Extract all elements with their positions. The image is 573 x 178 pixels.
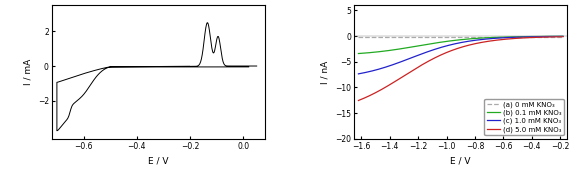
X-axis label: E / V: E / V bbox=[148, 156, 168, 165]
(c) 1.0 mM KNO₃ bbox=[407, 57, 414, 59]
X-axis label: E / V: E / V bbox=[450, 156, 471, 165]
(b) 0.1 mM KNO₃ bbox=[476, 37, 482, 39]
(a) 0 mM KNO₃ bbox=[407, 36, 414, 38]
(c) 1.0 mM KNO₃ bbox=[448, 44, 454, 46]
(b) 0.1 mM KNO₃ bbox=[560, 35, 567, 37]
(a) 0 mM KNO₃ bbox=[476, 36, 482, 38]
Line: (d) 5.0 mM KNO₃: (d) 5.0 mM KNO₃ bbox=[359, 37, 563, 101]
(b) 0.1 mM KNO₃ bbox=[355, 53, 362, 55]
(d) 5.0 mM KNO₃ bbox=[407, 70, 414, 72]
(a) 0 mM KNO₃ bbox=[355, 36, 362, 38]
(c) 1.0 mM KNO₃ bbox=[509, 36, 516, 38]
(a) 0 mM KNO₃ bbox=[391, 36, 398, 38]
(d) 5.0 mM KNO₃ bbox=[492, 39, 499, 41]
(a) 0 mM KNO₃ bbox=[560, 36, 567, 38]
Legend: (a) 0 mM KNO₃, (b) 0.1 mM KNO₃, (c) 1.0 mM KNO₃, (d) 5.0 mM KNO₃: (a) 0 mM KNO₃, (b) 0.1 mM KNO₃, (c) 1.0 … bbox=[484, 99, 564, 135]
(d) 5.0 mM KNO₃ bbox=[355, 100, 362, 102]
(d) 5.0 mM KNO₃ bbox=[560, 36, 567, 38]
(d) 5.0 mM KNO₃ bbox=[476, 42, 482, 44]
(a) 0 mM KNO₃ bbox=[492, 36, 499, 38]
(c) 1.0 mM KNO₃ bbox=[476, 39, 482, 41]
(d) 5.0 mM KNO₃ bbox=[509, 38, 516, 40]
(b) 0.1 mM KNO₃ bbox=[492, 36, 499, 38]
(c) 1.0 mM KNO₃ bbox=[391, 63, 398, 65]
(c) 1.0 mM KNO₃ bbox=[492, 37, 499, 39]
Line: (c) 1.0 mM KNO₃: (c) 1.0 mM KNO₃ bbox=[359, 36, 563, 74]
(c) 1.0 mM KNO₃ bbox=[355, 73, 362, 75]
(d) 5.0 mM KNO₃ bbox=[391, 81, 398, 83]
(d) 5.0 mM KNO₃ bbox=[448, 50, 454, 52]
Y-axis label: I / nA: I / nA bbox=[321, 61, 330, 84]
(b) 0.1 mM KNO₃ bbox=[509, 36, 516, 38]
(a) 0 mM KNO₃ bbox=[448, 36, 454, 38]
(b) 0.1 mM KNO₃ bbox=[407, 46, 414, 48]
Line: (b) 0.1 mM KNO₃: (b) 0.1 mM KNO₃ bbox=[359, 36, 563, 54]
(b) 0.1 mM KNO₃ bbox=[448, 40, 454, 42]
Y-axis label: I / mA: I / mA bbox=[23, 59, 32, 85]
(a) 0 mM KNO₃ bbox=[509, 36, 516, 38]
(b) 0.1 mM KNO₃ bbox=[391, 49, 398, 51]
(c) 1.0 mM KNO₃ bbox=[560, 35, 567, 37]
